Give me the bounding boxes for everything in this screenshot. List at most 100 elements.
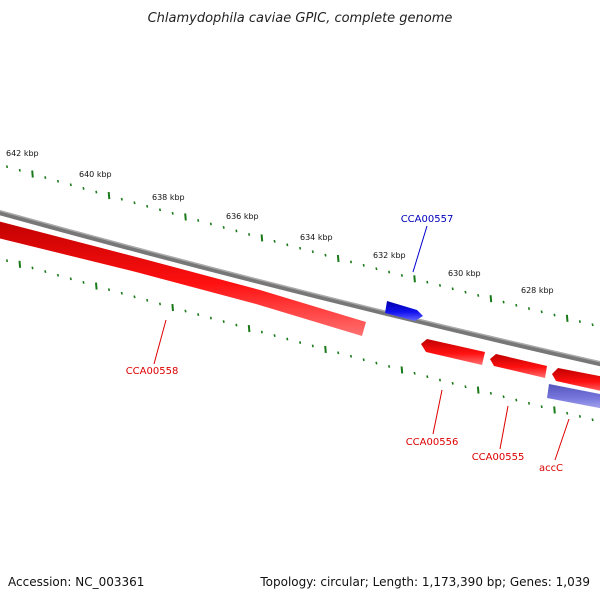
major-tick bbox=[171, 303, 174, 312]
backbone bbox=[0, 209, 600, 367]
minor-tick bbox=[184, 309, 187, 313]
minor-tick bbox=[31, 266, 34, 270]
major-tick bbox=[18, 260, 22, 268]
gene-features bbox=[0, 219, 600, 410]
minor-tick bbox=[222, 320, 225, 323]
major-tick bbox=[553, 406, 556, 414]
minor-tick bbox=[56, 179, 60, 183]
major-tick bbox=[336, 254, 340, 263]
minor-tick bbox=[299, 341, 302, 344]
leader-cca00557 bbox=[412, 225, 428, 273]
kbp-label: 628 kbp bbox=[521, 286, 554, 295]
minor-tick bbox=[362, 358, 365, 362]
kbp-label: 636 kbp bbox=[226, 212, 259, 221]
major-tick bbox=[476, 386, 480, 394]
gene-cca00555[interactable] bbox=[490, 354, 547, 378]
minor-tick bbox=[362, 263, 365, 267]
major-tick bbox=[107, 192, 111, 200]
kbp-label: 634 kbp bbox=[300, 233, 333, 242]
minor-tick bbox=[349, 260, 353, 264]
inner-tick-track bbox=[5, 259, 594, 422]
gene-label-cca00556[interactable]: CCA00556 bbox=[406, 437, 459, 448]
minor-tick bbox=[578, 415, 581, 418]
major-tick bbox=[31, 170, 34, 178]
gene-label-cca00558[interactable]: CCA00558 bbox=[126, 366, 179, 377]
minor-tick bbox=[120, 291, 123, 295]
gene-cca00558[interactable] bbox=[0, 219, 366, 336]
minor-tick bbox=[235, 323, 238, 327]
kbp-label: 630 kbp bbox=[448, 269, 481, 278]
minor-tick bbox=[197, 313, 200, 316]
minor-tick bbox=[146, 298, 149, 302]
minor-tick bbox=[591, 323, 594, 327]
minor-tick bbox=[197, 219, 200, 222]
minor-tick bbox=[146, 204, 149, 208]
minor-tick bbox=[299, 246, 302, 250]
leader-cca00558 bbox=[153, 319, 167, 365]
minor-tick bbox=[158, 208, 162, 212]
minor-tick bbox=[515, 398, 518, 402]
gene-cca00557[interactable] bbox=[385, 301, 423, 321]
accession-text: Accession: NC_003361 bbox=[8, 575, 144, 589]
kbp-label: 638 kbp bbox=[152, 193, 185, 202]
gene-label-accc[interactable]: accC bbox=[539, 463, 563, 474]
major-tick bbox=[565, 314, 569, 322]
leader-cca00556 bbox=[432, 389, 443, 435]
minor-tick bbox=[273, 334, 276, 337]
minor-tick bbox=[438, 284, 442, 287]
kbp-label: 640 kbp bbox=[79, 170, 112, 179]
kbp-labels: 642 kbp 640 kbp 638 kbp 636 kbp 634 kbp … bbox=[6, 149, 554, 295]
major-tick bbox=[95, 282, 98, 290]
minor-tick bbox=[464, 385, 467, 389]
minor-tick bbox=[540, 405, 543, 409]
minor-tick bbox=[438, 378, 442, 382]
outer-tick-track bbox=[5, 165, 594, 327]
minor-tick bbox=[222, 226, 225, 229]
minor-tick bbox=[286, 337, 289, 341]
gene-cca00556[interactable] bbox=[421, 339, 485, 365]
gene-labels: CCA00558 CCA00557 CCA00556 CCA00555 accC bbox=[126, 214, 563, 474]
gene-accc-feature[interactable] bbox=[547, 384, 600, 410]
gene-label-cca00557[interactable]: CCA00557 bbox=[401, 214, 454, 225]
kbp-label: 632 kbp bbox=[373, 251, 406, 260]
minor-tick bbox=[413, 371, 416, 375]
minor-tick bbox=[209, 222, 212, 226]
leader-cca00555 bbox=[499, 405, 509, 450]
minor-tick bbox=[133, 295, 136, 299]
minor-tick bbox=[133, 201, 136, 205]
minor-tick bbox=[451, 287, 454, 291]
major-tick bbox=[489, 295, 493, 303]
gene-accc[interactable] bbox=[552, 368, 600, 393]
minor-tick bbox=[120, 197, 123, 201]
major-tick bbox=[247, 325, 251, 333]
minor-tick bbox=[489, 391, 492, 395]
minor-tick bbox=[44, 176, 47, 179]
minor-tick bbox=[324, 253, 327, 257]
genome-summary-text: Topology: circular; Length: 1,173,390 bp… bbox=[259, 575, 590, 589]
gene-label-cca00555[interactable]: CCA00555 bbox=[472, 452, 525, 463]
minor-tick bbox=[388, 365, 391, 368]
minor-tick bbox=[56, 273, 60, 277]
minor-tick bbox=[171, 211, 174, 215]
gene-leaders bbox=[153, 225, 570, 461]
minor-tick bbox=[375, 361, 378, 365]
major-tick bbox=[400, 366, 404, 374]
major-tick bbox=[260, 234, 264, 242]
minor-tick bbox=[69, 277, 72, 281]
minor-tick bbox=[502, 395, 505, 399]
minor-tick bbox=[311, 344, 314, 348]
minor-tick bbox=[451, 381, 454, 385]
minor-tick bbox=[388, 270, 391, 274]
minor-tick bbox=[107, 288, 111, 292]
minor-tick bbox=[426, 280, 429, 284]
minor-tick bbox=[82, 281, 85, 284]
minor-tick bbox=[477, 294, 480, 297]
minor-tick bbox=[400, 274, 403, 277]
minor-tick bbox=[273, 239, 276, 243]
minor-tick bbox=[502, 300, 505, 304]
minor-tick bbox=[82, 187, 85, 190]
major-tick bbox=[324, 345, 327, 353]
minor-tick bbox=[286, 243, 289, 247]
minor-tick bbox=[566, 411, 569, 415]
